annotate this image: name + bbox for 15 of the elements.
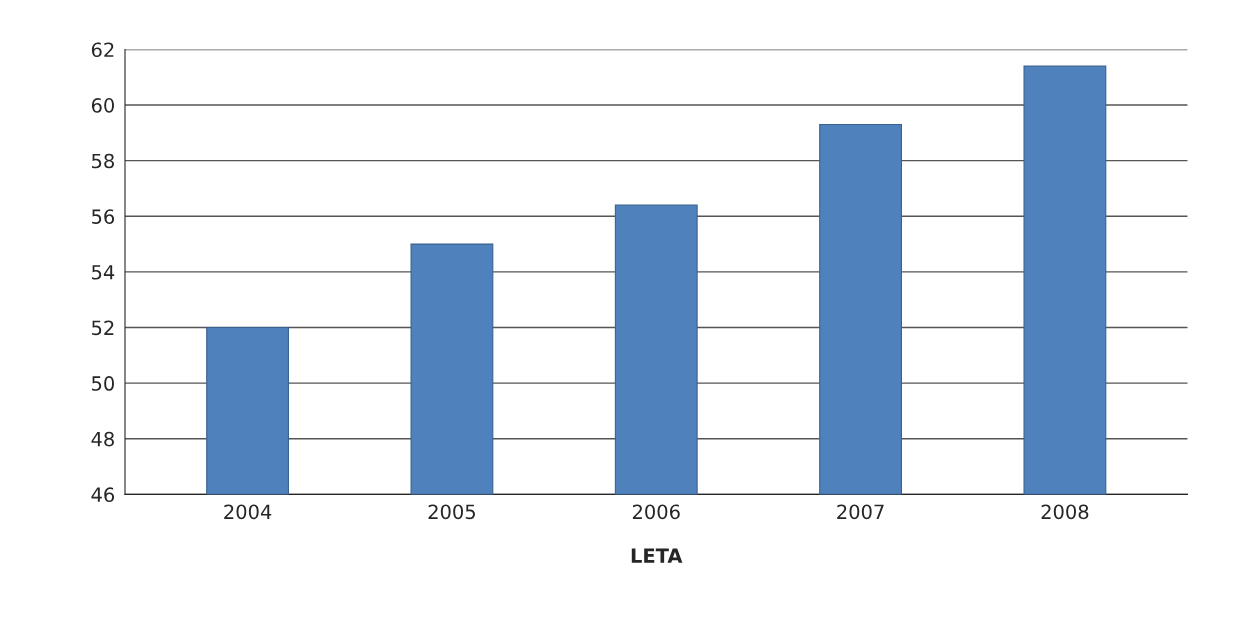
y-tick-label: 62 <box>91 42 114 58</box>
y-tick-label: 54 <box>92 265 115 280</box>
y-tick-label: 58 <box>92 153 114 169</box>
y-tick-label: 50 <box>92 376 114 391</box>
y-tick-label: 52 <box>92 320 114 336</box>
x-tick-label: 2004 <box>224 504 272 520</box>
y-tick-label: 56 <box>92 209 115 224</box>
y-tick-label: 48 <box>91 431 114 447</box>
y-tick-label: 60 <box>91 98 114 113</box>
x-tick-label: 2007 <box>837 504 884 520</box>
x-axis-title: LETA <box>631 548 683 563</box>
x-tick-label: 2006 <box>632 504 680 520</box>
y-tick-label: 46 <box>91 487 115 503</box>
x-tick-label: 2005 <box>428 504 475 520</box>
x-tick-label: 2008 <box>1041 504 1089 520</box>
